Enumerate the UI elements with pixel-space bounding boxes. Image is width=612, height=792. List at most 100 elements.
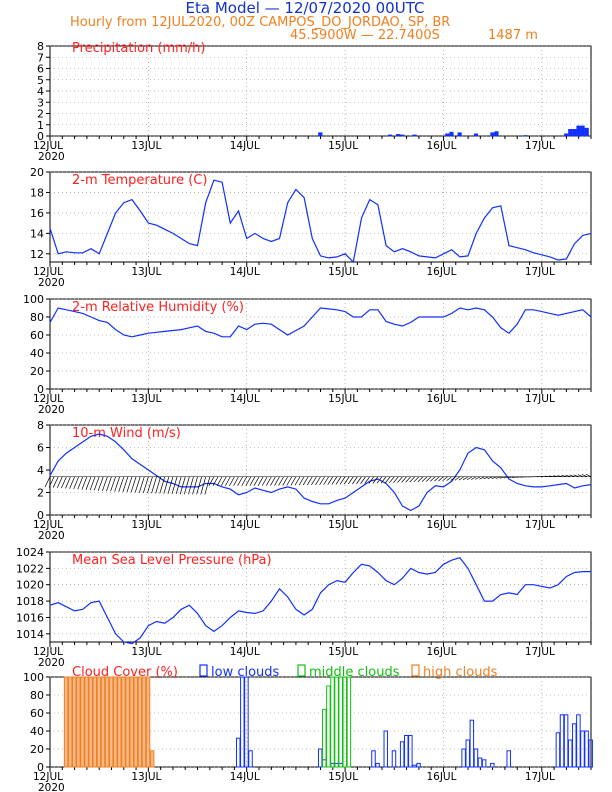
x-tick-label: 15JUL xyxy=(328,771,358,783)
wind-barb xyxy=(389,476,395,484)
wind-barb xyxy=(56,476,63,488)
y-tick-label: 16 xyxy=(30,207,44,220)
high-cloud-bar xyxy=(76,676,81,768)
y-tick-label: 1016 xyxy=(16,611,44,624)
wind-barb xyxy=(417,476,424,483)
wind-barb xyxy=(106,476,112,492)
wind-barb xyxy=(294,476,301,486)
high-cloud-bar xyxy=(92,676,98,768)
x-year-label: 2020 xyxy=(38,657,65,669)
precip-bar xyxy=(396,134,401,137)
wind-barb xyxy=(225,476,231,486)
y-tick-label: 4 xyxy=(37,85,44,98)
high-cloud-bar xyxy=(117,676,122,768)
wind-barb xyxy=(200,476,207,495)
wind-barb xyxy=(466,476,473,481)
wind-barb xyxy=(52,476,59,488)
high-cloud-bar xyxy=(125,676,130,768)
wind-barb xyxy=(393,476,399,483)
precip-bar xyxy=(568,129,573,137)
y-tick-label: 40 xyxy=(30,347,44,360)
x-tick-label: 15JUL xyxy=(328,266,358,278)
wind-barb xyxy=(438,476,444,482)
low-cloud-bar xyxy=(412,764,417,768)
wind-barb xyxy=(339,476,346,485)
low-cloud-bar xyxy=(506,750,511,768)
high-cloud-bar xyxy=(149,750,155,768)
low-cloud-bar xyxy=(588,739,593,768)
x-year-label: 2020 xyxy=(38,782,65,792)
low-cloud-bar xyxy=(399,741,405,768)
low-cloud-bar xyxy=(391,750,397,768)
y-tick-label: 18 xyxy=(30,186,44,199)
low-cloud-bar xyxy=(567,739,573,768)
wind-barb xyxy=(458,476,465,481)
precip-bar xyxy=(400,134,405,137)
x-tick-label: 17JUL xyxy=(525,519,555,531)
wind-barb xyxy=(282,476,289,486)
wind-barb xyxy=(179,476,186,495)
wind-barb xyxy=(376,476,383,484)
legend-swatch xyxy=(411,664,420,677)
x-tick-label: 16JUL xyxy=(426,266,456,278)
wind-barb xyxy=(122,476,129,493)
x-tick-label: 14JUL xyxy=(230,519,260,531)
x-tick-label: 13JUL xyxy=(131,140,161,152)
wind-barb xyxy=(581,474,588,478)
elevation: 1487 m xyxy=(488,28,538,43)
wind-barb xyxy=(188,476,194,495)
y-tick-label: 60 xyxy=(30,329,44,342)
y-tick-label: 80 xyxy=(30,689,44,702)
precipitation-title: Precipitation (mm/h) xyxy=(72,41,205,56)
y-tick-label: 6 xyxy=(37,442,44,455)
low-cloud-bar xyxy=(473,748,479,768)
low-cloud-bar xyxy=(461,748,466,768)
legend-swatch xyxy=(297,664,306,677)
wind-barb xyxy=(454,476,461,481)
high-cloud-bar xyxy=(137,676,143,768)
wind-barb xyxy=(249,476,256,486)
wind-barb xyxy=(196,476,202,495)
wind-barb xyxy=(384,476,391,484)
high-cloud-bar xyxy=(96,676,102,768)
x-tick-label: 17JUL xyxy=(525,140,555,152)
precip-bar xyxy=(584,127,589,137)
y-tick-label: 80 xyxy=(30,311,44,324)
middle-cloud-bar xyxy=(338,676,343,768)
x-tick-label: 16JUL xyxy=(426,140,456,152)
location-coordinates: 45.5900W — 22.7400S xyxy=(290,28,440,43)
wind-barb xyxy=(319,476,325,485)
wind-barb xyxy=(151,476,157,494)
low-cloud-bar xyxy=(371,750,376,768)
wind-barb xyxy=(286,476,293,486)
chart-subtitle: Hourly from 12JUL2020, 00Z CAMPOS_DO_JOR… xyxy=(70,15,450,30)
wind-barb xyxy=(69,476,75,489)
wind-barb xyxy=(425,476,432,482)
wind-barb xyxy=(307,476,313,486)
wind-barb xyxy=(65,476,71,489)
y-tick-label: 0 xyxy=(37,509,44,522)
high-cloud-bar xyxy=(80,676,85,768)
x-tick-label: 15JUL xyxy=(328,519,358,531)
x-tick-label: 15JUL xyxy=(328,140,358,152)
low-cloud-bar xyxy=(244,676,249,768)
x-tick-label: 13JUL xyxy=(131,266,161,278)
wind-barb xyxy=(479,476,485,480)
y-tick-label: 0 xyxy=(37,383,44,396)
low-cloud-bar xyxy=(559,714,565,768)
wind-barb xyxy=(413,476,420,483)
wind-barb xyxy=(483,476,489,480)
y-tick-label: 1022 xyxy=(16,562,44,575)
wind-barb xyxy=(331,476,338,485)
x-tick-label: 14JUL xyxy=(230,646,260,658)
low-cloud-bar xyxy=(555,732,561,768)
y-tick-label: 8 xyxy=(37,419,44,432)
y-tick-label: 0 xyxy=(37,761,44,774)
wind-barb xyxy=(442,476,448,482)
low-cloud-bar xyxy=(563,714,569,768)
legend-label: low clouds xyxy=(211,665,280,680)
wind-barb xyxy=(323,476,329,485)
y-tick-label: 100 xyxy=(23,293,44,306)
high-cloud-bar xyxy=(67,676,73,768)
